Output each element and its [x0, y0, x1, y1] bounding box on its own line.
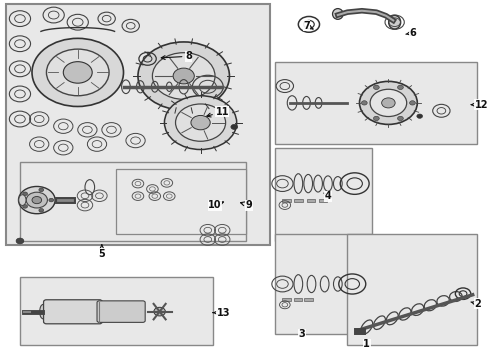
Circle shape	[397, 116, 403, 121]
Ellipse shape	[40, 305, 46, 319]
Bar	[20, 162, 246, 241]
Bar	[20, 277, 212, 345]
Circle shape	[22, 204, 27, 208]
Circle shape	[63, 62, 92, 83]
FancyBboxPatch shape	[97, 301, 145, 322]
Circle shape	[49, 198, 54, 202]
Circle shape	[373, 116, 379, 121]
Circle shape	[230, 125, 237, 130]
Circle shape	[26, 192, 47, 208]
Ellipse shape	[388, 15, 400, 29]
Ellipse shape	[19, 195, 26, 206]
Circle shape	[32, 39, 123, 107]
Text: 13: 13	[213, 308, 229, 318]
Bar	[347, 234, 476, 345]
FancyBboxPatch shape	[43, 300, 102, 324]
Text: 3: 3	[298, 329, 305, 339]
Bar	[5, 4, 270, 244]
Text: 2: 2	[470, 299, 480, 309]
Circle shape	[361, 101, 366, 105]
Bar	[275, 62, 476, 144]
Circle shape	[359, 81, 416, 125]
Circle shape	[397, 85, 403, 90]
Text: 11: 11	[206, 107, 228, 117]
Circle shape	[175, 104, 225, 141]
Circle shape	[173, 68, 194, 84]
Bar	[282, 298, 290, 301]
Bar	[116, 169, 246, 234]
Circle shape	[32, 197, 41, 204]
Text: 5: 5	[98, 245, 105, 258]
Circle shape	[369, 89, 406, 117]
Text: 10: 10	[208, 200, 223, 210]
Circle shape	[409, 101, 414, 105]
Bar	[304, 298, 312, 301]
Bar	[294, 199, 303, 202]
Bar	[282, 199, 290, 202]
Text: 8: 8	[161, 51, 192, 61]
Bar	[306, 199, 315, 202]
Circle shape	[46, 49, 109, 96]
Circle shape	[22, 192, 27, 195]
Circle shape	[154, 307, 165, 316]
Ellipse shape	[332, 9, 343, 19]
Text: 9: 9	[240, 200, 252, 210]
Bar	[275, 148, 371, 241]
Text: 1: 1	[363, 339, 369, 349]
Text: 12: 12	[470, 100, 487, 110]
Circle shape	[39, 188, 43, 192]
Circle shape	[373, 85, 379, 90]
Circle shape	[190, 116, 210, 130]
Bar	[275, 234, 371, 334]
Circle shape	[152, 53, 215, 99]
Text: 7: 7	[303, 21, 312, 31]
Bar	[293, 298, 302, 301]
Circle shape	[381, 98, 394, 108]
Circle shape	[39, 208, 43, 212]
Circle shape	[16, 238, 24, 244]
Circle shape	[19, 186, 55, 214]
Circle shape	[138, 42, 229, 110]
Text: 4: 4	[324, 191, 331, 201]
Circle shape	[416, 114, 422, 118]
Text: 6: 6	[405, 28, 415, 38]
Circle shape	[164, 96, 236, 149]
Bar	[318, 199, 326, 202]
